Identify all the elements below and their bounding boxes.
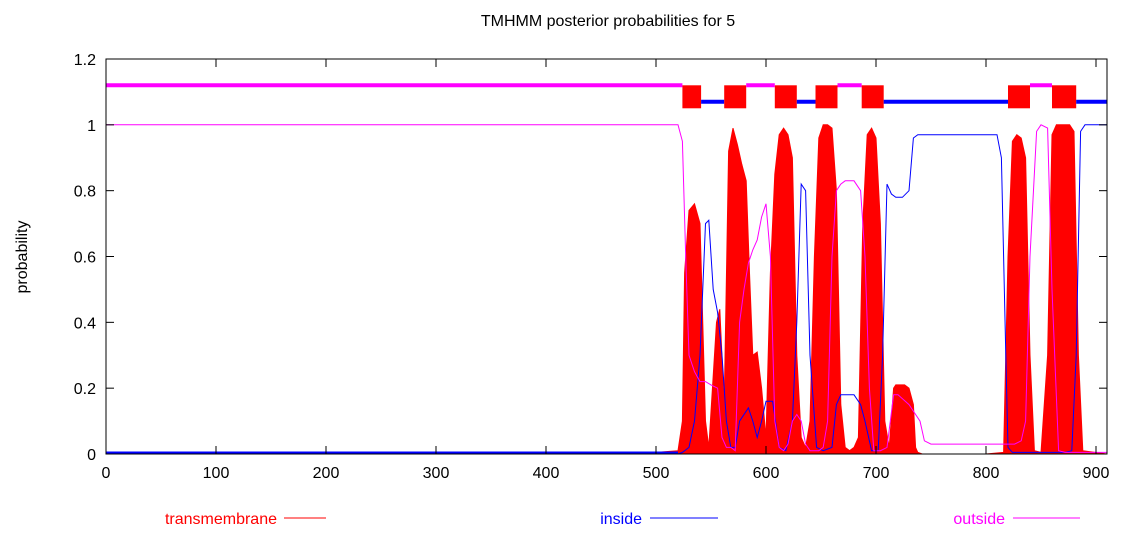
y-tick-label: 0.2 [74, 381, 96, 398]
plot-frame [105, 58, 1108, 455]
chart-title: TMHMM posterior probabilities for 5 [481, 13, 735, 30]
x-tick-label: 800 [973, 465, 1000, 482]
legend: transmembrane inside outside [165, 511, 1080, 528]
x-tick-label: 300 [423, 465, 450, 482]
topology-tm-segment [682, 85, 702, 109]
topology-tm-segment [774, 85, 797, 109]
legend-label-inside: inside [600, 511, 642, 528]
series-group [106, 124, 1107, 454]
x-tick-label: 400 [533, 465, 560, 482]
series-outside-line [106, 124, 1107, 453]
y-tick-label: 0.6 [74, 250, 96, 267]
x-tick-label: 500 [643, 465, 670, 482]
legend-label-transmembrane: transmembrane [165, 511, 277, 528]
x-tick-label: 200 [313, 465, 340, 482]
x-tick-label: 900 [1083, 465, 1110, 482]
legend-label-outside: outside [953, 511, 1005, 528]
axis-ticks: 0 100 200 300 400 500 600 700 800 900 0 0.2 0.4 0.6 0.… [74, 52, 1110, 482]
y-axis-label: probability [14, 221, 31, 294]
topology-tm-segment [724, 85, 747, 109]
x-tick-label: 700 [863, 465, 890, 482]
x-tick-label: 0 [102, 465, 111, 482]
series-transmembrane-area [106, 124, 1107, 454]
x-tick-label: 100 [203, 465, 230, 482]
y-tick-label: 0.4 [74, 315, 96, 332]
y-tick-label: 0 [87, 447, 96, 464]
y-tick-label: 1 [87, 118, 96, 135]
y-tick-label: 1.2 [74, 52, 96, 69]
topology-track [106, 83, 1107, 109]
topology-tm-segment [815, 85, 838, 109]
x-tick-label: 600 [753, 465, 780, 482]
series-inside-line [106, 124, 1107, 454]
topology-tm-segment [861, 85, 884, 109]
plot-area [106, 124, 1107, 454]
y-tick-label: 0.8 [74, 184, 96, 201]
topology-tm-segment [1052, 85, 1077, 109]
topology-tm-segment [1008, 85, 1030, 109]
